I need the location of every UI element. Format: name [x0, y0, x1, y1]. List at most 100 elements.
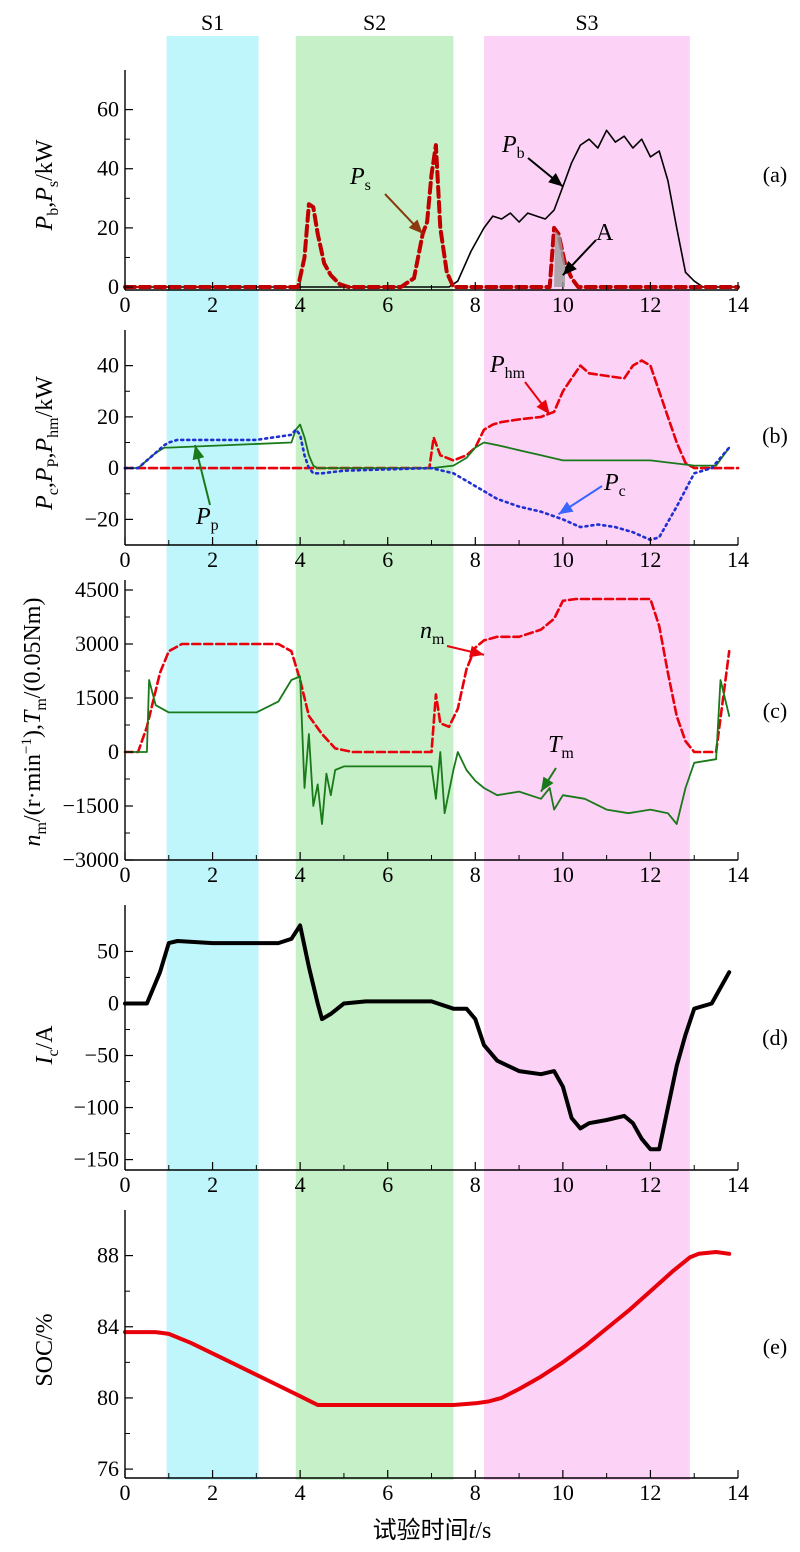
x-tick-label: 2	[207, 547, 218, 572]
y-tick-label: 40	[97, 156, 119, 181]
arrow-phm-head	[536, 399, 550, 415]
x-tick-label: 12	[639, 1480, 661, 1505]
ylabel-b: Pc,PP,Phm/kW	[32, 376, 62, 511]
series-pb	[124, 129, 739, 288]
y-tick-label: 20	[97, 404, 119, 429]
x-tick-label: 10	[552, 547, 574, 572]
stage-label-s2: S2	[363, 10, 386, 35]
x-tick-label: 2	[207, 862, 218, 887]
y-tick-label: 1500	[75, 685, 119, 710]
x-tick-label: 4	[295, 1172, 306, 1197]
stage-bands: S1 S2 S3	[166, 10, 690, 1480]
series-ps	[123, 143, 740, 289]
ylabel-d: Ic/A	[32, 1025, 62, 1066]
arrow-pc-head	[558, 501, 574, 515]
x-tick-label: 14	[727, 1172, 749, 1197]
y-tick-label: 0	[108, 274, 119, 299]
series-ic	[123, 923, 732, 1152]
x-tick-label: 0	[120, 862, 131, 887]
series-tm	[124, 675, 731, 825]
shaded-area-a	[554, 230, 566, 288]
x-tick-label: 6	[382, 1172, 393, 1197]
x-tick-label: 6	[382, 1480, 393, 1505]
y-tick-label: −1500	[63, 793, 119, 818]
y-tick-label: 60	[97, 97, 119, 122]
arrow-pp-head	[192, 445, 205, 461]
arrow-pb-head	[548, 172, 563, 187]
x-tick-label: 14	[727, 862, 749, 887]
x-tick-label: 8	[470, 1480, 481, 1505]
y-tick-label: 50	[97, 938, 119, 963]
y-tick-label: 88	[97, 1243, 119, 1268]
y-tick-label: 0	[108, 455, 119, 480]
y-tick-label: −100	[74, 1095, 119, 1120]
panel-e: 76 80 84 88 0 2 4 6 8 10 12 14 (e)	[97, 1210, 787, 1505]
x-tick-label: 10	[552, 862, 574, 887]
annotation-nm: nm	[420, 618, 445, 648]
arrow-tm-head	[540, 776, 554, 792]
stage-band-s3	[484, 36, 690, 1480]
panel-a: 0 20 40 60 0 2 4 6 8 10 12 14 (a)	[97, 70, 787, 317]
x-tick-label: 12	[639, 292, 661, 317]
x-tick-label: 10	[552, 292, 574, 317]
panel-tag: (c)	[763, 698, 787, 723]
x-tick-label: 14	[727, 547, 749, 572]
y-tick-label: 3000	[75, 631, 119, 656]
x-tick-label: 8	[470, 862, 481, 887]
annotations: Pb,Ps/kW Pc,PP,Phm/kW nm/(r·min−1),Tm/(0.0…	[19, 132, 626, 1544]
y-tick-label: 84	[97, 1314, 119, 1339]
ylabel-e: SOC/%	[32, 1313, 58, 1386]
x-tick-label: 0	[120, 292, 131, 317]
annotation-tm: Tm	[548, 732, 574, 762]
y-tick-label: −20	[85, 506, 119, 531]
x-tick-label: 2	[207, 1480, 218, 1505]
ylabel-a: Pb,Ps/kW	[32, 139, 62, 231]
x-tick-label: 8	[470, 1172, 481, 1197]
annotation-pb: Pb	[501, 132, 525, 162]
y-tick-label: −50	[85, 1043, 119, 1068]
stage-band-s2	[295, 36, 454, 1480]
annotation-pp: Pp	[195, 504, 219, 534]
x-tick-label: 4	[295, 292, 306, 317]
stage-band-s1	[166, 36, 259, 1480]
y-tick-label: 0	[108, 990, 119, 1015]
y-tick-label: 76	[97, 1456, 119, 1481]
y-tick-label: 4500	[75, 577, 119, 602]
x-tick-label: 4	[295, 547, 306, 572]
series-phm	[123, 359, 740, 470]
x-tick-label: 10	[552, 1480, 574, 1505]
series-nm	[123, 597, 731, 754]
x-tick-label: 12	[639, 862, 661, 887]
y-tick-label: −150	[74, 1147, 119, 1172]
ylabel-c: nm/(r·min−1),Tm/(0.05Nm)	[19, 598, 50, 847]
stage-label-s1: S1	[201, 10, 224, 35]
x-tick-label: 14	[727, 1480, 749, 1505]
annotation-phm: Phm	[489, 352, 526, 382]
arrow-ps-head	[408, 219, 423, 234]
panel-c: −3000 −1500 0 1500 3000 4500 0 2 4 6 8 10 12 14 (c)	[63, 577, 788, 887]
x-tick-label: 6	[382, 292, 393, 317]
y-tick-label: −3000	[63, 847, 119, 872]
series-pc	[123, 428, 731, 542]
y-tick-label: 80	[97, 1385, 119, 1410]
y-tick-label: 40	[97, 353, 119, 378]
x-tick-label: 4	[295, 1480, 306, 1505]
x-tick-label: 2	[207, 1172, 218, 1197]
x-tick-label: 14	[727, 292, 749, 317]
y-tick-label: 20	[97, 215, 119, 240]
panel-d: −150 −100 −50 0 50 0 2 4 6 8 10 12 14 (d)	[74, 905, 788, 1197]
x-tick-label: 4	[295, 862, 306, 887]
annotation-pc: Pc	[603, 470, 626, 500]
y-tick-label: 0	[108, 739, 119, 764]
panel-tag: (d)	[762, 1025, 788, 1050]
x-tick-label: 0	[120, 547, 131, 572]
x-tick-label: 12	[639, 547, 661, 572]
panel-tag: (e)	[763, 1334, 787, 1359]
arrow-a-head	[562, 260, 577, 276]
x-tick-label: 0	[120, 1480, 131, 1505]
series-pp	[124, 423, 731, 469]
annotation-a: A	[596, 220, 614, 246]
x-tick-label: 6	[382, 862, 393, 887]
